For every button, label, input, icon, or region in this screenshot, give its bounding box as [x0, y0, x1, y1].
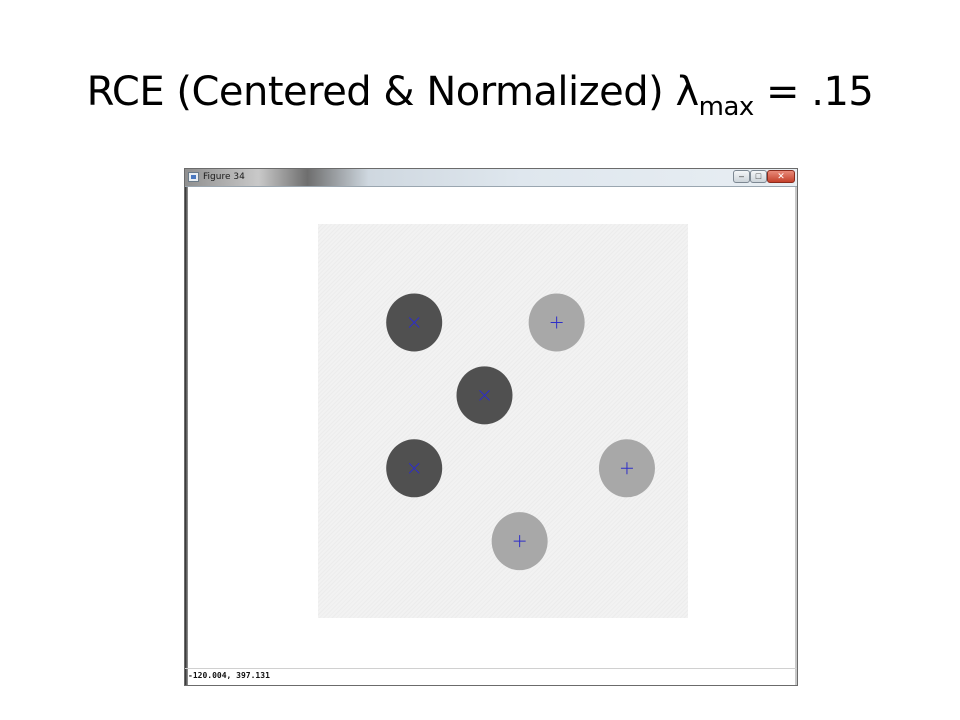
cluster-plot	[386, 293, 655, 571]
x-marker-icon	[408, 462, 420, 474]
status-bar: -120.004, 397.131	[185, 668, 797, 685]
cluster-point-5	[598, 439, 655, 498]
figure-window[interactable]: Figure 34 – □ ✕ -120.004, 397.131	[184, 168, 798, 686]
plus-marker-icon	[513, 535, 526, 548]
cluster-point-4	[386, 439, 443, 498]
cluster-point-6	[491, 512, 548, 571]
window-right-border	[795, 187, 797, 685]
window-title: Figure 34	[203, 172, 245, 182]
x-marker-icon	[408, 317, 420, 328]
window-left-border	[185, 187, 188, 685]
cluster-point-1	[386, 293, 443, 352]
cluster-point-2	[528, 293, 585, 352]
slide-title-tail: = .15	[753, 69, 874, 115]
slide-title-main: RCE (Centered & Normalized) λ	[86, 69, 700, 115]
maximize-button[interactable]: □	[750, 170, 767, 183]
figure-app-icon[interactable]	[188, 172, 199, 182]
close-button[interactable]: ✕	[767, 170, 795, 183]
plus-marker-icon	[620, 462, 633, 475]
slide-title-subscript: max	[698, 92, 755, 122]
cluster-point-3	[456, 366, 513, 425]
minimize-button[interactable]: –	[733, 170, 750, 183]
plus-marker-icon	[550, 316, 563, 329]
plot-area[interactable]	[318, 224, 688, 618]
window-titlebar[interactable]: Figure 34 – □ ✕	[185, 169, 797, 187]
x-marker-icon	[479, 390, 490, 401]
coordinate-readout: -120.004, 397.131	[188, 671, 270, 680]
slide-title: RCE (Centered & Normalized) λmax = .15	[0, 62, 960, 122]
